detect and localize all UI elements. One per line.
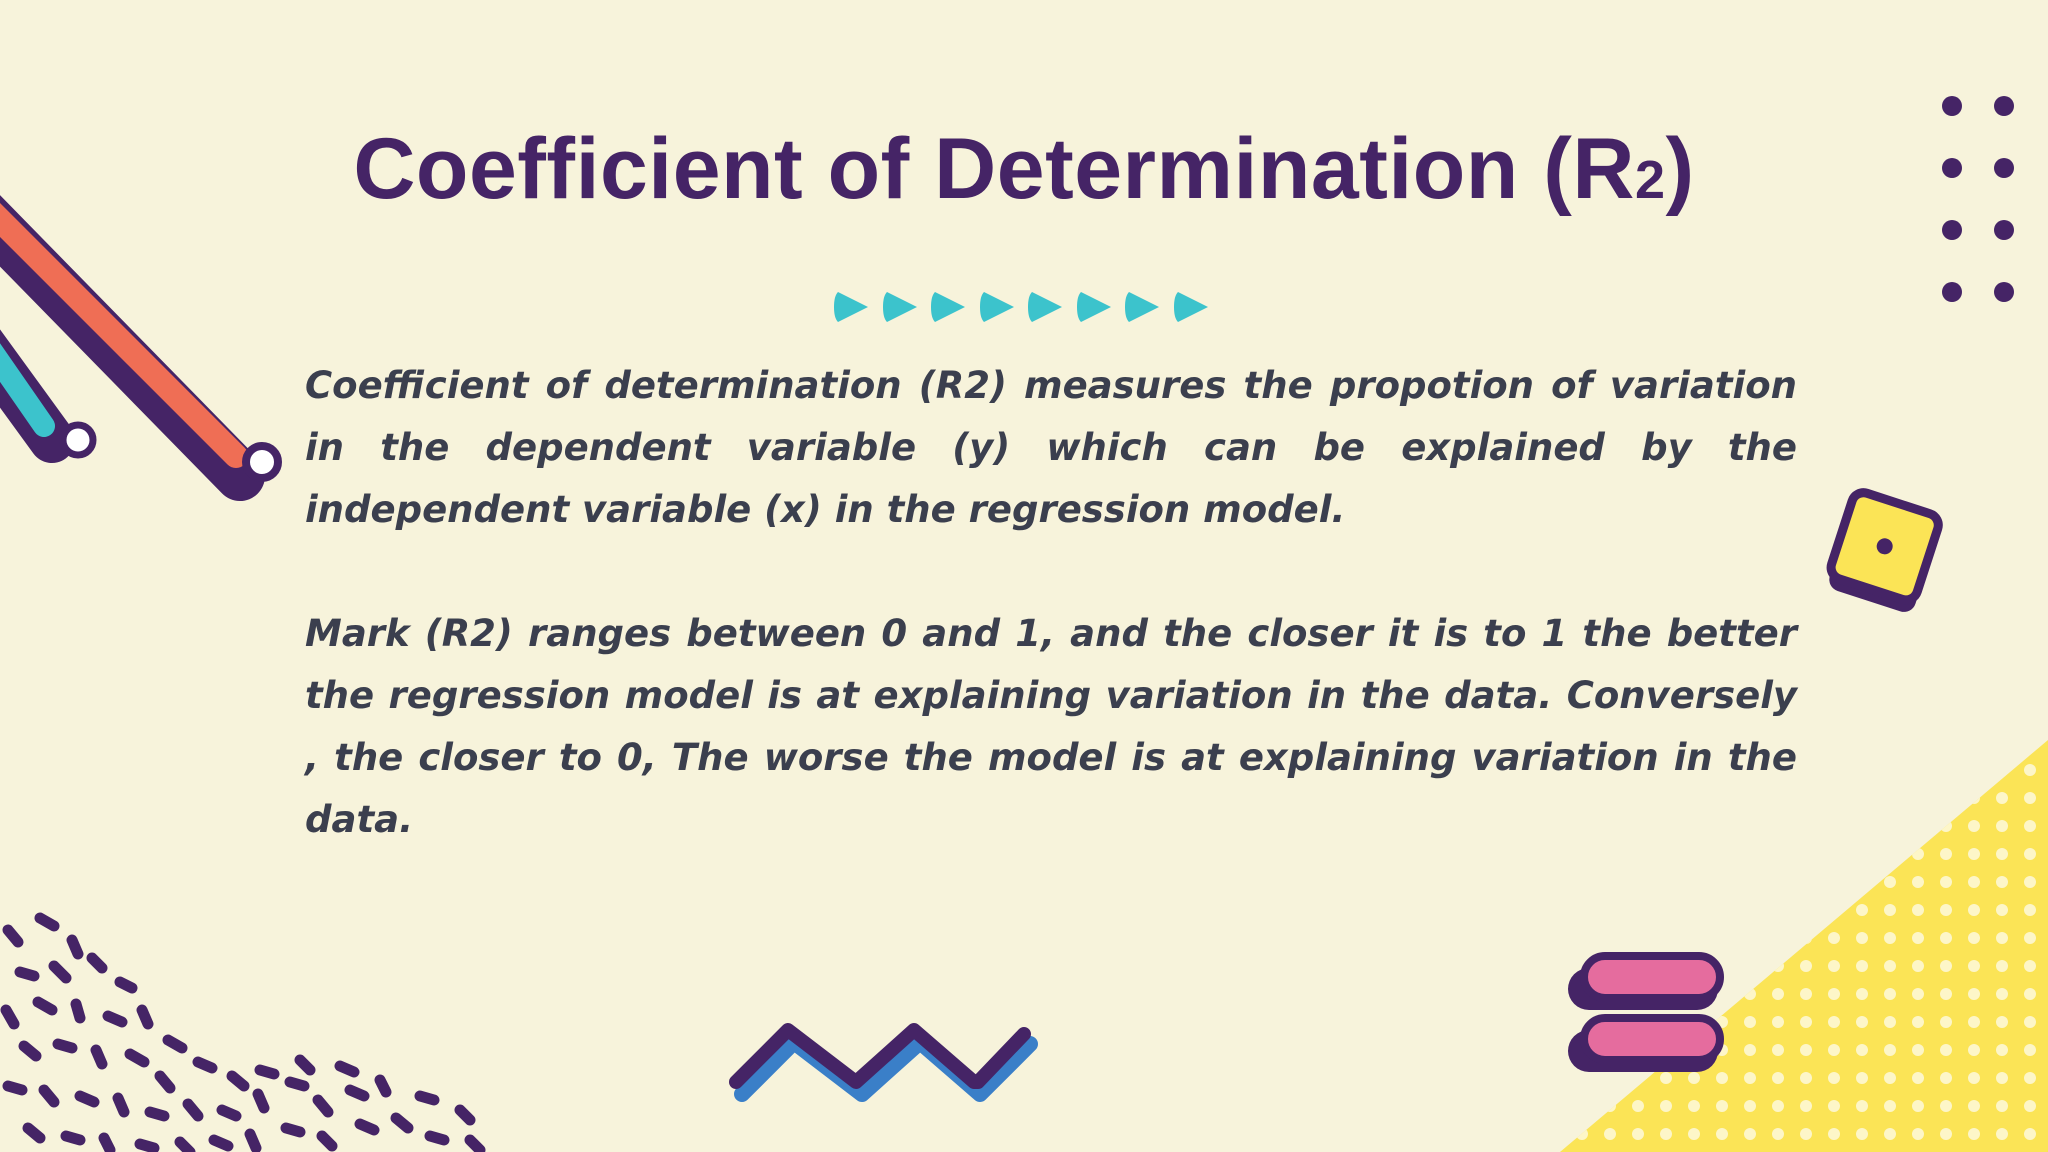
title-text: Coefficient of Determination (R (353, 121, 1635, 217)
arrow-icon (1028, 292, 1062, 322)
arrow-icon (1077, 292, 1111, 322)
paragraph-definition: Coefficient of determination (R2) measur… (305, 364, 1797, 531)
arrow-icon (834, 292, 868, 322)
diagonal-stripes-icon (0, 195, 282, 501)
arrow-icon (1125, 292, 1159, 322)
arrow-icon (980, 292, 1014, 322)
tilted-square-icon (1826, 488, 1943, 612)
slide-title: Coefficient of Determination (R2) (0, 118, 2048, 221)
arrow-icon (1174, 292, 1208, 322)
stacked-pills-icon (1568, 952, 1724, 1072)
arrow-icon (883, 292, 917, 322)
body-text: Coefficient of determination (R2) measur… (305, 355, 1797, 851)
dot-grid-icon (1942, 96, 2014, 302)
paragraph-range: Mark (R2) ranges between 0 and 1, and th… (305, 612, 1797, 841)
zigzag-line-icon (729, 1023, 1038, 1102)
title-subscript: 2 (1634, 150, 1666, 210)
squiggle-pattern-icon (0, 912, 486, 1152)
arrow-icon (931, 292, 965, 322)
title-close: ) (1665, 121, 1695, 217)
